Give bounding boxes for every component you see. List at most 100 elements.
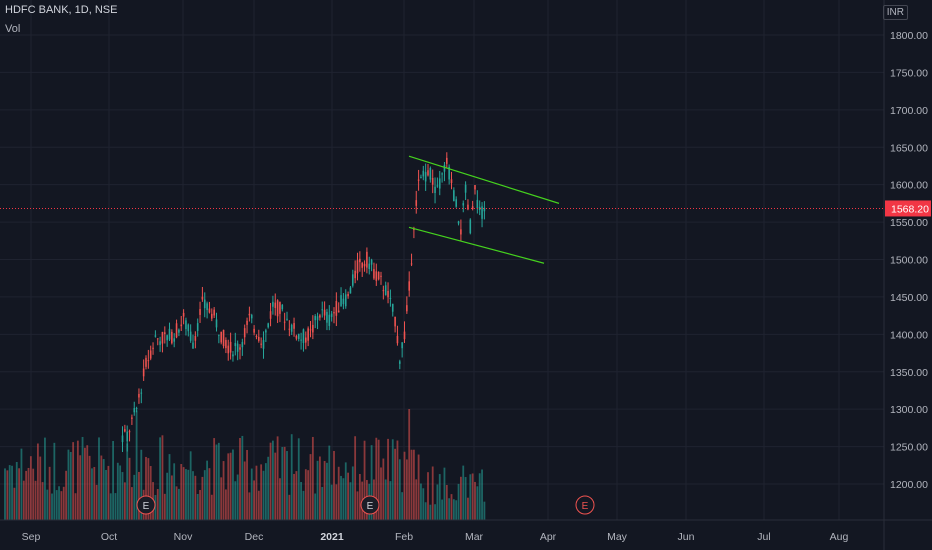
volume-bar: [29, 456, 32, 520]
volume-bar: [128, 457, 131, 520]
candle-body: [354, 270, 356, 279]
candle-body: [474, 185, 476, 190]
volume-bar: [295, 471, 298, 520]
candle-body: [478, 206, 481, 211]
candle-body: [399, 361, 401, 364]
candle-body: [438, 178, 441, 189]
volume-bar: [405, 459, 408, 520]
candle-body: [471, 206, 474, 209]
candle-body: [161, 331, 164, 344]
time-tick-label: Oct: [101, 531, 117, 543]
time-tick-label: Nov: [174, 531, 193, 543]
time-tick-label: May: [607, 531, 628, 543]
candle-body: [483, 207, 486, 212]
volume-bars: [4, 409, 486, 520]
volume-bar: [333, 450, 335, 520]
price-tick-label: 1400.00: [890, 329, 928, 341]
volume-bar: [95, 484, 98, 520]
earnings-marker-circle: [360, 495, 380, 515]
volume-bar: [363, 440, 366, 520]
trend-line: [408, 226, 545, 264]
volume-bar: [34, 480, 37, 520]
candle-body: [396, 335, 399, 344]
volume-bar: [229, 452, 232, 520]
candle-body: [368, 263, 371, 270]
volume-bar: [250, 468, 253, 520]
volume-bar: [232, 449, 234, 520]
volume-bar: [60, 491, 63, 520]
volume-bar: [116, 462, 119, 520]
volume-bar: [420, 483, 422, 520]
candle-body: [232, 354, 234, 357]
candle-body: [391, 303, 394, 312]
volume-bar: [401, 492, 404, 520]
candle-body: [441, 173, 443, 175]
volume-bar: [450, 494, 453, 520]
time-tick-label: 2021: [320, 531, 344, 543]
volume-bar: [445, 484, 448, 520]
candle-body: [467, 204, 469, 210]
candle-body: [387, 290, 389, 298]
volume-bar: [182, 467, 185, 520]
candle-body: [187, 324, 190, 332]
candle-body: [408, 281, 410, 291]
volume-bar: [173, 463, 176, 520]
candle-body: [328, 314, 331, 326]
price-tick-label: 1500.00: [890, 255, 928, 267]
earnings-marker[interactable]: E: [360, 495, 380, 515]
volume-bar: [138, 471, 140, 520]
volume-bar: [460, 476, 462, 520]
candle-body: [189, 331, 192, 341]
grid: [0, 0, 884, 520]
volume-bar: [337, 466, 340, 520]
volume-bar: [170, 475, 173, 520]
candle-body: [131, 417, 133, 419]
volume-bar: [62, 486, 65, 520]
volume-bar: [4, 468, 6, 520]
volume-bar: [335, 484, 338, 520]
candle-body: [203, 299, 206, 309]
volume-bar: [417, 454, 420, 520]
volume-bar: [403, 451, 406, 520]
candle-body: [453, 190, 455, 202]
volume-bar: [25, 470, 28, 520]
volume-bar: [323, 461, 326, 520]
price-tick-label: 1650.00: [890, 142, 928, 154]
volume-bar: [434, 504, 436, 520]
volume-bar: [93, 466, 96, 520]
volume-bar: [457, 483, 460, 520]
candle-body: [417, 179, 420, 181]
volume-bar: [410, 449, 413, 520]
candle-body: [330, 313, 333, 317]
volume-bar: [269, 442, 272, 520]
volume-bar: [476, 486, 479, 520]
candle-body: [300, 339, 302, 341]
volume-bar: [243, 461, 246, 520]
currency-badge[interactable]: INR: [882, 5, 908, 20]
volume-bar: [455, 500, 458, 520]
volume-bar: [126, 443, 129, 520]
volume-bar: [147, 458, 150, 520]
volume-bar: [107, 465, 110, 520]
candle-body: [302, 329, 305, 343]
price-tick-label: 1250.00: [890, 442, 928, 454]
earnings-marker[interactable]: E: [575, 495, 595, 515]
earnings-marker[interactable]: E: [136, 495, 156, 515]
candle-body: [305, 337, 307, 343]
volume-bar: [443, 467, 446, 520]
volume-bar: [391, 439, 394, 520]
candle-body: [460, 229, 462, 235]
candle-body: [126, 431, 128, 442]
candle-body: [121, 435, 124, 443]
candle-body: [415, 200, 418, 206]
time-tick-label: Feb: [395, 531, 413, 543]
price-tick-label: 1350.00: [890, 367, 928, 379]
candle-body: [206, 303, 208, 311]
volume-bar: [424, 502, 427, 520]
volume-bar: [46, 489, 49, 520]
candle-body: [469, 219, 472, 234]
candle-body: [309, 329, 312, 331]
candle-body: [236, 343, 239, 352]
volume-bar: [203, 470, 206, 520]
